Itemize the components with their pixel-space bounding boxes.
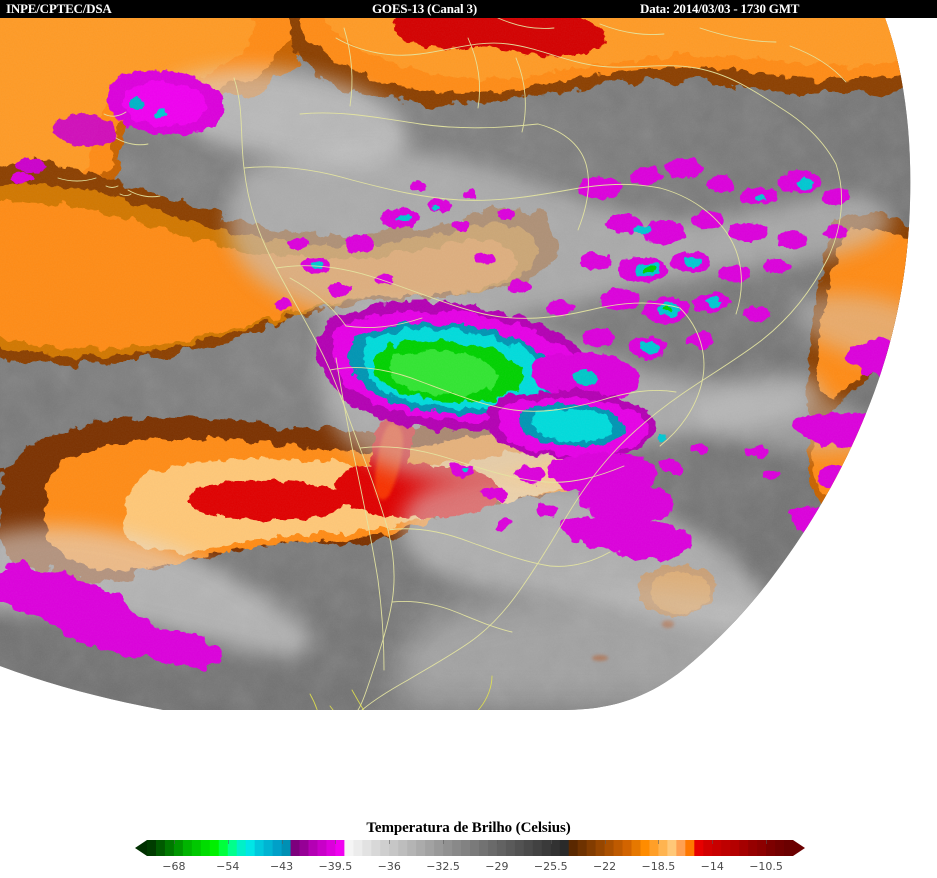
colorbar-tick-label: −29	[485, 860, 509, 873]
colorbar-tick-label: −68	[162, 860, 186, 873]
colorbar-max-arrow-icon	[793, 840, 805, 856]
satellite-ir-composite	[0, 18, 937, 710]
colorbar-tick-mark	[496, 840, 498, 844]
coastline-patagonia-offdisc	[309, 675, 493, 710]
colorbar-tick-mark	[227, 840, 229, 844]
colorbar-tick-mark	[173, 840, 175, 844]
colorbar-tick-mark	[658, 840, 660, 844]
colorbar-tick-label: −25.5	[533, 860, 568, 873]
colorbar-tick-label: −54	[216, 860, 240, 873]
colorbar-tick-label: −39.5	[318, 860, 353, 873]
colorbar-tick-mark	[335, 840, 337, 844]
colorbar-title: Temperatura de Brilho (Celsius)	[366, 820, 571, 836]
colorbar-ticks: −68 −54 −43 −39.5 −36 −32.5 −29 −25.5 −22 −18.5 −1…	[135, 840, 805, 878]
colorbar-tick-mark	[550, 840, 552, 844]
colorbar-tick-mark	[443, 840, 445, 844]
colorbar-tick-label: −22	[592, 860, 617, 873]
colorbar-tick-label: −18.5	[641, 860, 676, 873]
colorbar-tick-label: −43	[269, 860, 294, 873]
colorbar-tick-mark	[281, 840, 283, 844]
colorbar-gradient	[147, 840, 793, 856]
colorbar	[135, 840, 805, 856]
colorbar-tick-mark	[389, 840, 391, 844]
header-source-label: INPE/CPTEC/DSA	[6, 1, 112, 16]
colorbar-tick-mark	[604, 840, 606, 844]
colorbar-tick-label: −14	[700, 860, 724, 873]
satellite-image-area	[0, 18, 937, 710]
colorbar-tick-mark	[766, 840, 768, 844]
header-satellite-label: GOES-13 (Canal 3)	[372, 1, 477, 16]
colorbar-tick-label: −32.5	[426, 860, 460, 873]
colorbar-tick-label: −36	[377, 860, 401, 873]
header-datetime-label: Data: 2014/03/03 - 1730 GMT	[640, 1, 800, 16]
colorbar-min-arrow-icon	[135, 840, 147, 856]
colorbar-tick-mark	[712, 840, 714, 844]
colorbar-legend: Temperatura de Brilho (Celsius) −68 −54 −4…	[0, 712, 937, 877]
colorbar-tick-label: −10.5	[749, 860, 783, 873]
header-bar: INPE/CPTEC/DSA GOES-13 (Canal 3) Data: 2…	[0, 0, 937, 18]
